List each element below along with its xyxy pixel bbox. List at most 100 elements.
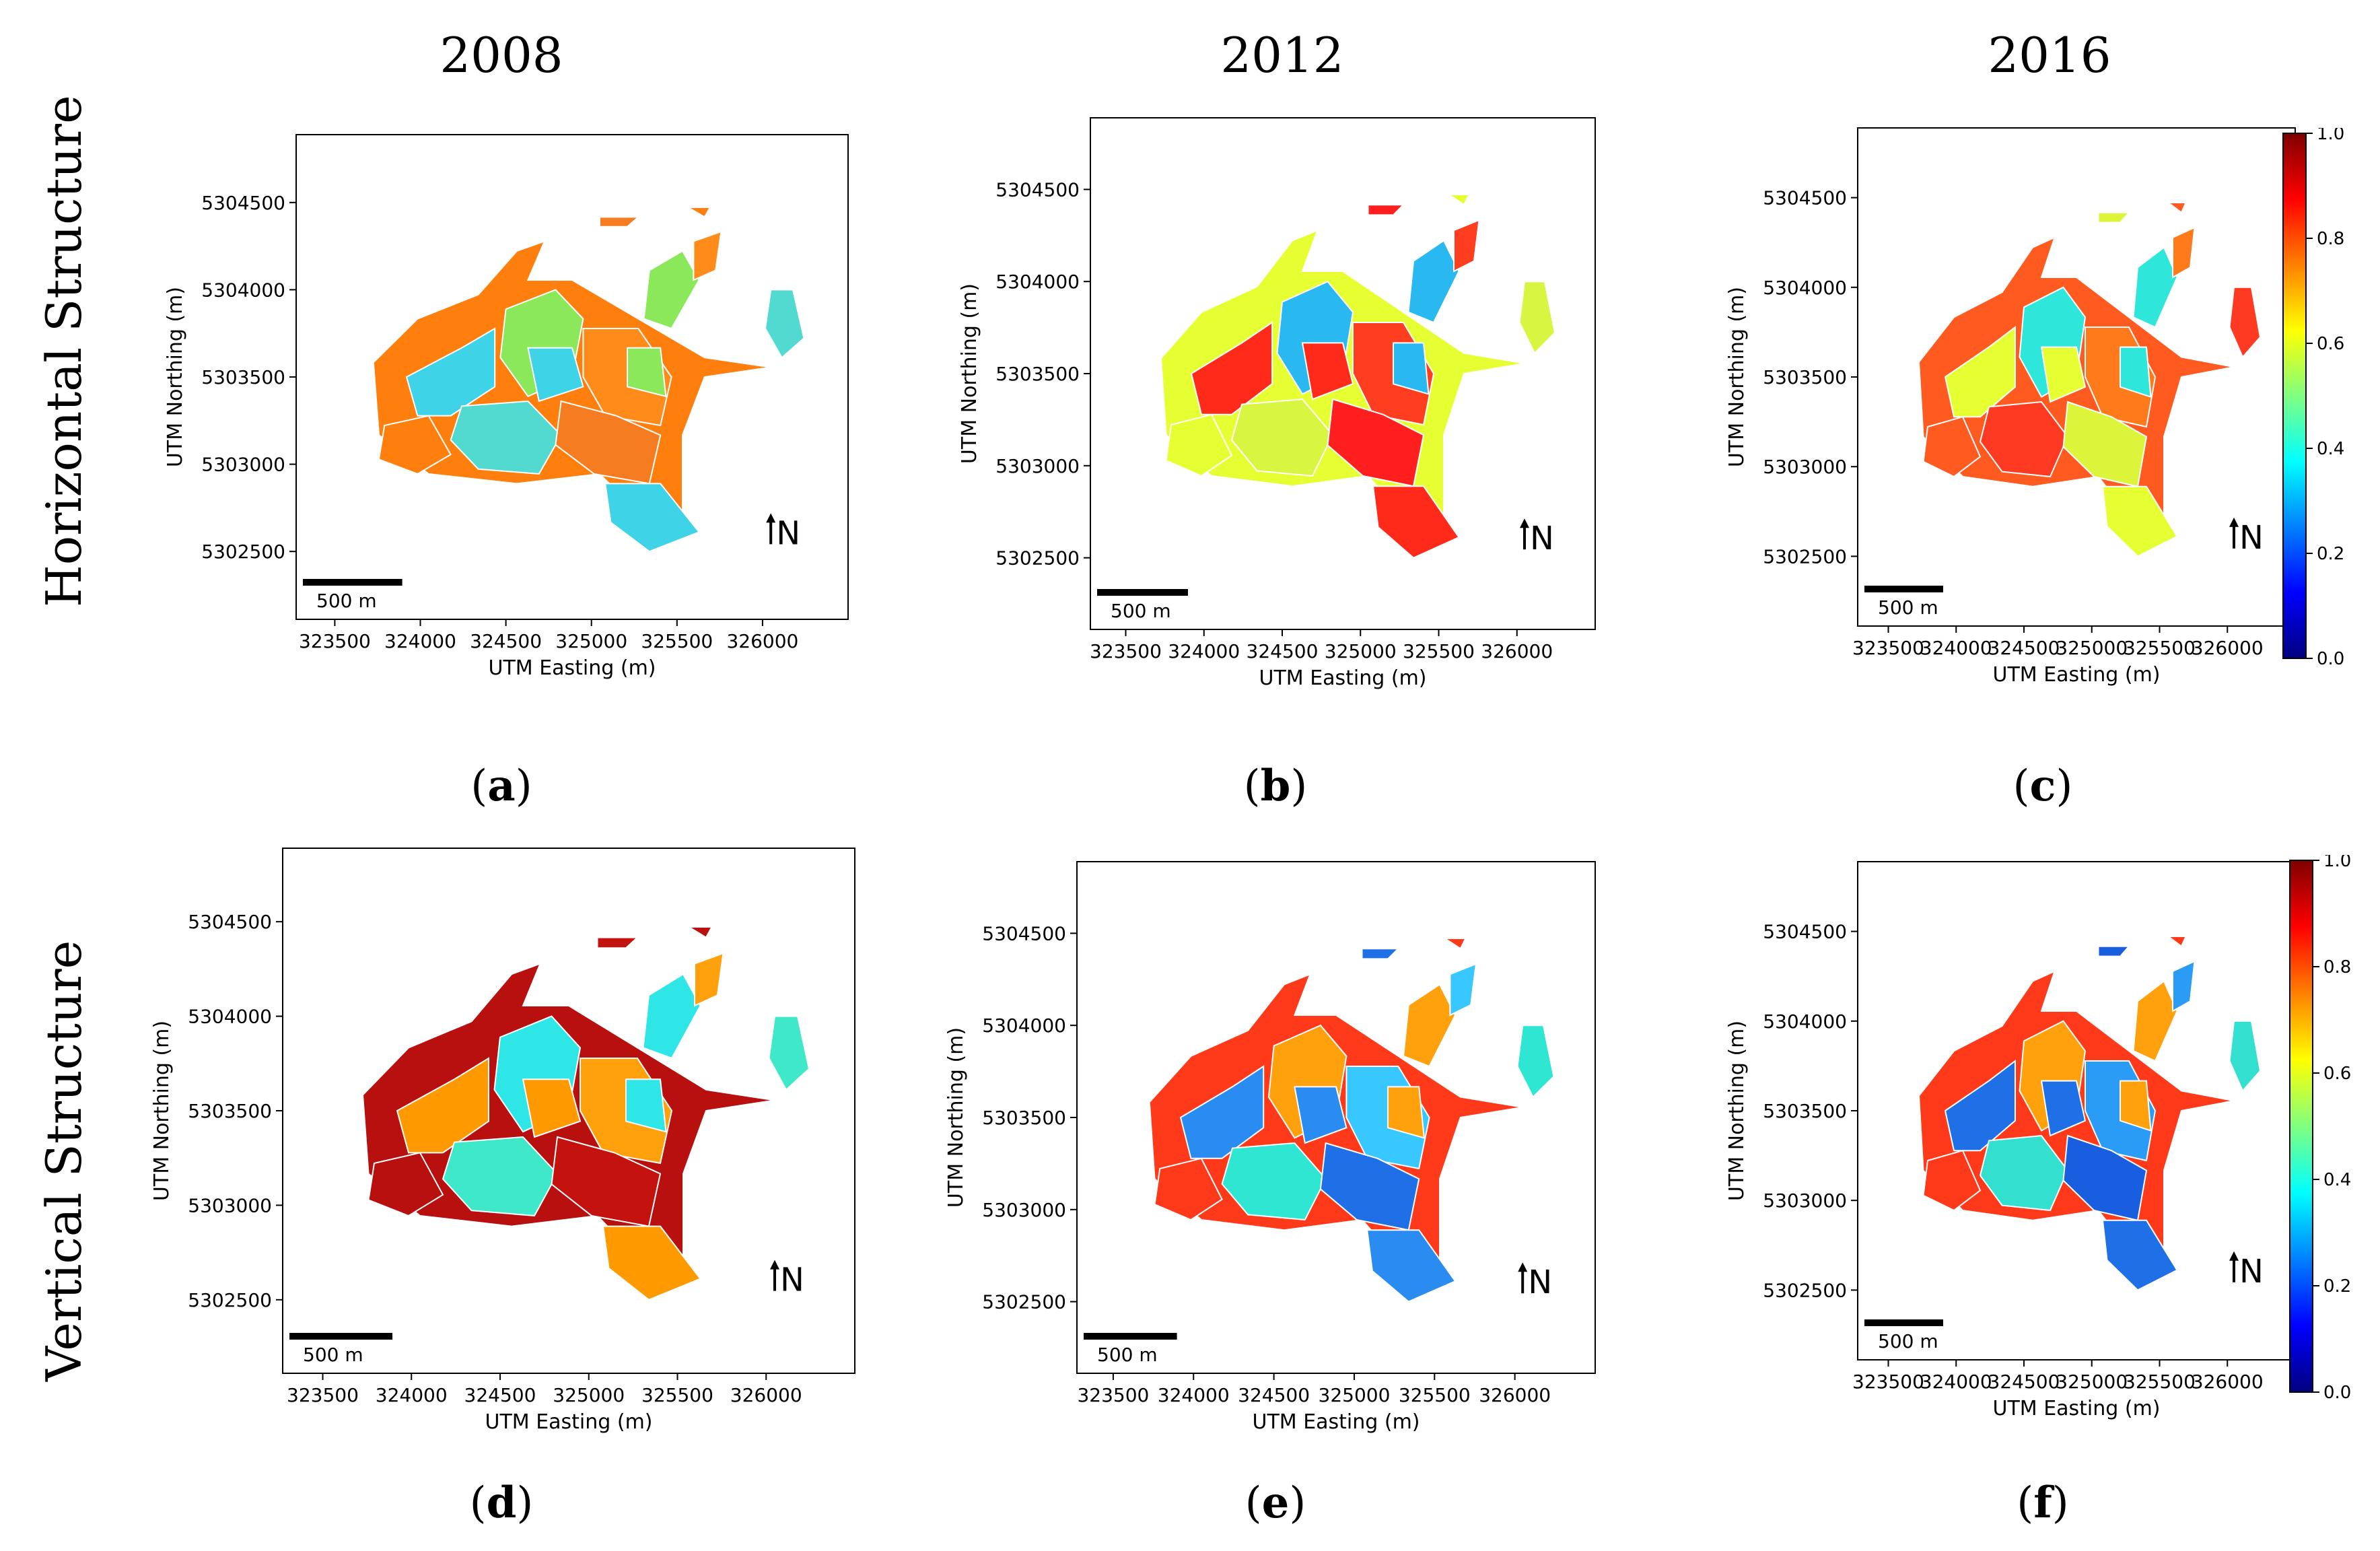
forest-parcel bbox=[450, 400, 562, 475]
y-tick-label: 5304500 bbox=[995, 178, 1080, 201]
forest-parcel bbox=[1190, 321, 1273, 415]
y-tick-label: 5303500 bbox=[201, 366, 285, 388]
forest-parcel bbox=[2097, 211, 2131, 223]
map-panel-e: 5304500 5304000 5303500 5303000 5302500 32350… bbox=[944, 861, 1596, 1434]
x-tick-label: 326000 bbox=[2192, 637, 2264, 659]
forest-parcel bbox=[1393, 342, 1430, 395]
x-tick-label: 325500 bbox=[641, 630, 713, 652]
y-tick-label: 5303000 bbox=[1763, 456, 1847, 478]
y-tick-label: 5303500 bbox=[995, 363, 1080, 385]
colorbar-tick-label: 0.0 bbox=[2323, 1383, 2351, 1403]
y-tick-label: 5304500 bbox=[201, 192, 285, 214]
forest-parcel bbox=[1442, 938, 1467, 950]
x-tick-label: 324000 bbox=[376, 1384, 448, 1406]
forest-parcel bbox=[527, 347, 584, 403]
x-tick-label: 324500 bbox=[464, 1384, 536, 1406]
x-tick-label: 325500 bbox=[641, 1384, 713, 1406]
colorbar-tick-label: 0.4 bbox=[2323, 1170, 2351, 1190]
colorbar-tick-label: 0.8 bbox=[2323, 957, 2351, 977]
forest-parcel bbox=[2101, 1219, 2178, 1291]
forest-parcel bbox=[1453, 219, 1480, 273]
forest-parcel bbox=[596, 936, 639, 949]
forest-parcel bbox=[643, 250, 700, 330]
colorbar-gradient bbox=[2289, 860, 2313, 1393]
map-panel-d: 5304500 5304000 5303500 5303000 5302500 32350… bbox=[150, 848, 855, 1434]
x-tick-label: 324000 bbox=[1920, 637, 1992, 659]
forest-parcel bbox=[768, 1015, 810, 1091]
colorbar-top: 1.0 0.8 0.6 0.4 0.2 0.0 bbox=[2282, 128, 2344, 669]
x-tick-label: 325500 bbox=[1403, 640, 1475, 662]
row-title-horizontal: Horizontal Structure bbox=[36, 95, 92, 607]
y-tick-label: 5304500 bbox=[1763, 187, 1847, 209]
forest-parcel bbox=[1449, 963, 1477, 1016]
map-parcels bbox=[1160, 194, 1556, 559]
map-panel-f: 5304500 5304000 5303500 5303000 5302500 32350… bbox=[1725, 861, 2296, 1420]
colorbar-tick-label: 1.0 bbox=[2317, 128, 2344, 144]
forest-parcel bbox=[2229, 1020, 2262, 1093]
north-label: N bbox=[1528, 1264, 1552, 1301]
panel-label-c: (c) bbox=[2013, 761, 2073, 811]
forest-parcel bbox=[2120, 346, 2152, 399]
forest-parcel bbox=[1361, 948, 1400, 960]
map-panel-c: 5304500 5304000 5303500 5303000 5302500 32350… bbox=[1725, 127, 2296, 687]
colorbar-tick-label: 1.0 bbox=[2323, 855, 2351, 871]
forest-parcel bbox=[694, 952, 724, 1007]
x-tick-label: 325000 bbox=[2056, 1371, 2128, 1393]
forest-parcel bbox=[627, 347, 667, 398]
map-panel-b: 5304500 5304000 5303500 5303000 5302500 32350… bbox=[958, 117, 1596, 690]
x-axis-label: UTM Easting (m) bbox=[1993, 1397, 2161, 1420]
forest-parcel bbox=[1372, 485, 1461, 559]
column-title-2008: 2008 bbox=[440, 27, 563, 83]
x-tick-label: 326000 bbox=[1481, 640, 1553, 662]
y-tick-label: 5304000 bbox=[1763, 1010, 1847, 1033]
forest-parcel bbox=[396, 1057, 489, 1154]
scale-bar bbox=[1084, 1333, 1177, 1340]
x-tick-label: 323500 bbox=[1852, 637, 1924, 659]
map-parcels bbox=[361, 926, 810, 1301]
north-label: N bbox=[1530, 520, 1554, 557]
y-tick-label: 5302500 bbox=[188, 1289, 272, 1311]
x-tick-label: 325000 bbox=[1319, 1384, 1391, 1406]
map-parcels bbox=[372, 207, 805, 553]
y-tick-label: 5303000 bbox=[201, 454, 285, 476]
forest-parcel bbox=[2166, 936, 2188, 948]
panel-label-f: (f) bbox=[2017, 1478, 2069, 1528]
forest-parcel bbox=[1944, 1059, 2016, 1152]
x-tick-label: 326000 bbox=[726, 630, 798, 652]
scale-bar-label: 500 m bbox=[1878, 596, 1938, 619]
y-axis-label: UTM Northing (m) bbox=[1725, 1021, 1749, 1201]
north-label: N bbox=[776, 514, 800, 552]
forest-parcel bbox=[1403, 983, 1457, 1068]
forest-parcel bbox=[2120, 1080, 2152, 1132]
forest-parcel bbox=[2132, 246, 2178, 329]
scale-bar bbox=[1864, 1319, 1943, 1326]
x-tick-label: 325000 bbox=[2056, 637, 2128, 659]
x-tick-label: 324000 bbox=[1920, 1371, 1992, 1393]
x-tick-label: 325000 bbox=[553, 1384, 625, 1406]
forest-parcel bbox=[2166, 202, 2188, 214]
forest-parcel bbox=[2132, 980, 2178, 1062]
forest-parcel bbox=[1366, 1229, 1457, 1303]
y-tick-label: 5303500 bbox=[1763, 1100, 1847, 1122]
forest-parcel bbox=[1301, 342, 1354, 401]
x-axis-label: UTM Easting (m) bbox=[1259, 666, 1427, 690]
scale-bar-label: 500 m bbox=[1111, 600, 1171, 622]
scale-bar bbox=[1864, 586, 1943, 592]
y-tick-label: 5304000 bbox=[1763, 277, 1847, 299]
y-tick-label: 5303000 bbox=[1763, 1190, 1847, 1212]
forest-parcel bbox=[1979, 1134, 2069, 1212]
panel-label-e: (e) bbox=[1245, 1478, 1306, 1528]
forest-parcel bbox=[2040, 1080, 2087, 1137]
colorbar-bottom: 1.0 0.8 0.6 0.4 0.2 0.0 bbox=[2289, 855, 2351, 1403]
x-tick-label: 326000 bbox=[1479, 1384, 1551, 1406]
forest-parcel bbox=[1230, 398, 1334, 477]
scale-bar-label: 500 m bbox=[1878, 1330, 1938, 1352]
north-label: N bbox=[2239, 1253, 2264, 1290]
colorbar-tick-label: 0.8 bbox=[2317, 229, 2344, 249]
forest-parcel bbox=[368, 1152, 444, 1217]
forest-parcel bbox=[1979, 401, 2069, 478]
x-axis-label: UTM Easting (m) bbox=[1993, 663, 2161, 687]
colorbar-tick-label: 0.4 bbox=[2317, 439, 2344, 459]
panel-label-d: (d) bbox=[469, 1478, 534, 1528]
map-frame bbox=[295, 134, 849, 620]
